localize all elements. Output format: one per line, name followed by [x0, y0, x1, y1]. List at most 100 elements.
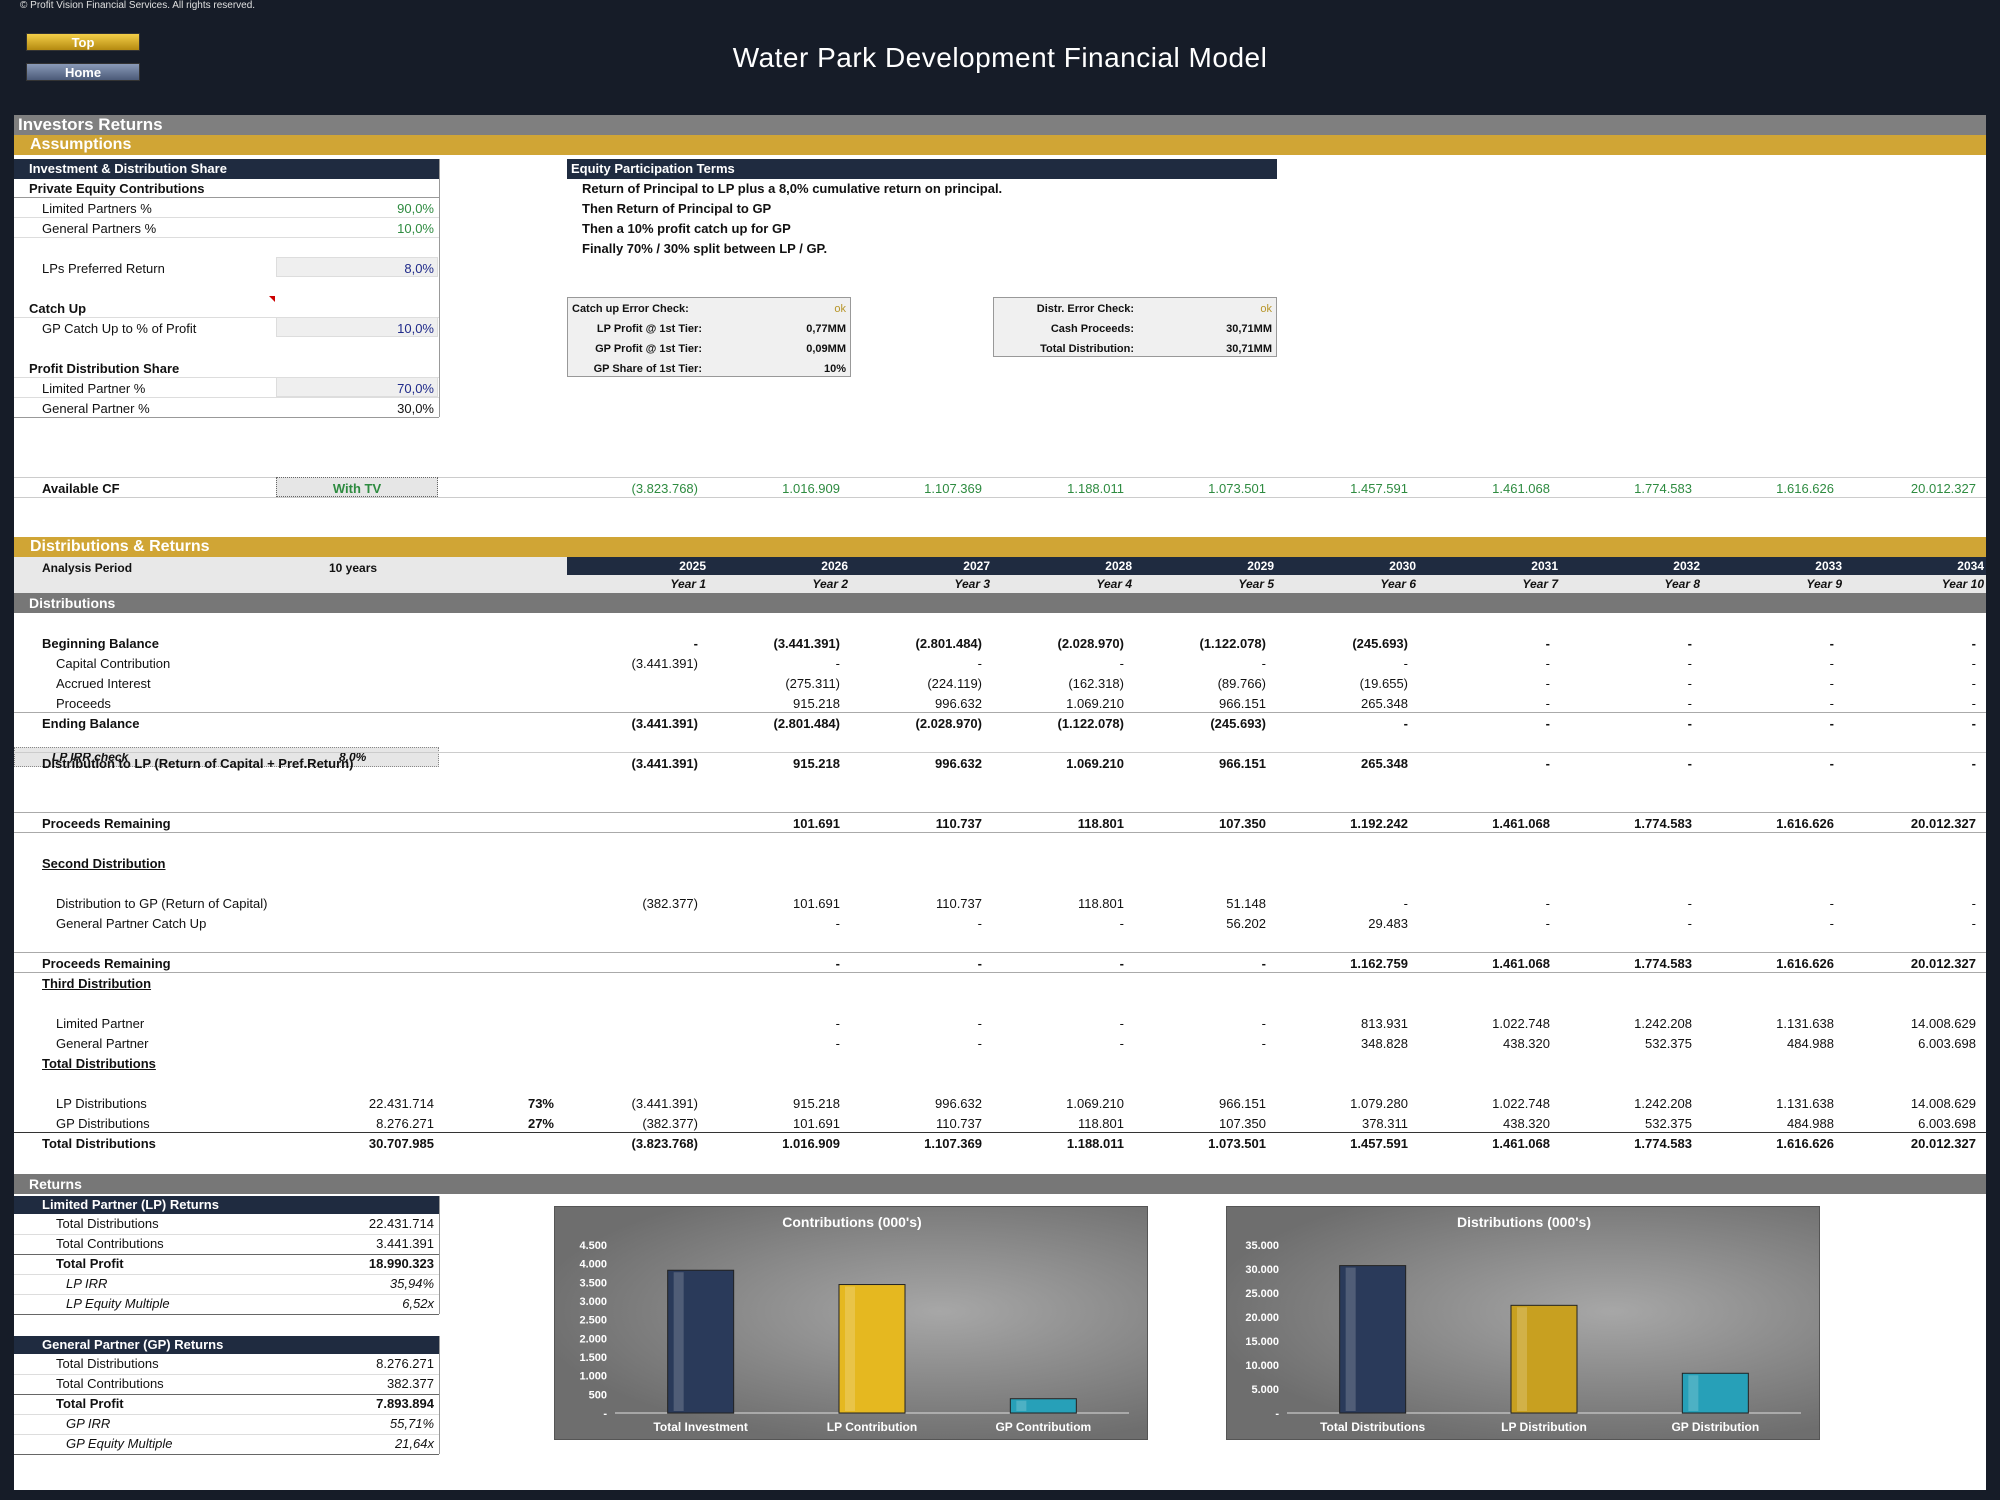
row-value: - [1545, 916, 1550, 931]
year-header: 2028 [1105, 559, 1132, 573]
year-header: 2027 [963, 559, 990, 573]
row-divider [14, 1414, 439, 1415]
third-distribution-heading: Third Distribution [42, 976, 152, 991]
analysis-period-value: 10 years [329, 561, 378, 575]
available-cf-label: Available CF [42, 481, 120, 496]
home-button[interactable]: Home [26, 63, 140, 81]
x-category-label: LP Distribution [1501, 1420, 1587, 1434]
row-value: 20.012.327 [1910, 1136, 1976, 1151]
row-label: General Partner [56, 1036, 149, 1051]
row-value: 118.801 [1077, 1116, 1124, 1131]
top-button[interactable]: Top [26, 33, 140, 51]
year-header: 2034 [1957, 559, 1984, 573]
tv-option-value: With TV [332, 481, 382, 496]
row-value: (275.311) [785, 676, 840, 691]
terms-line: Finally 70% / 30% split between LP / GP. [582, 241, 828, 256]
row-value: (2.028.970) [915, 716, 983, 731]
row-value: (245.693) [1352, 636, 1408, 651]
check-label: Total Distribution: [1040, 343, 1134, 355]
pref-return-input[interactable] [276, 257, 438, 277]
years-header [567, 557, 1986, 575]
row-value: (2.801.484) [773, 716, 841, 731]
available-cf-value: 1.774.583 [1634, 481, 1692, 496]
row-value: - [1545, 756, 1550, 771]
row-value: (3.823.768) [631, 1136, 699, 1151]
row-value: 1.162.759 [1350, 956, 1408, 971]
equity-terms-header: Equity Participation Terms [567, 159, 1277, 179]
row-label: Proceeds Remaining [42, 816, 171, 831]
bar [1681, 1372, 1749, 1414]
row-divider [14, 1234, 439, 1235]
year-header: 2029 [1247, 559, 1274, 573]
check-value: 0,09MM [806, 343, 846, 355]
y-tick-label: 30.000 [1245, 1264, 1279, 1276]
row-label: Total Distributions [42, 1136, 156, 1151]
page-title: Water Park Development Financial Model [732, 42, 1268, 73]
section-title: Investors Returns [14, 115, 1986, 135]
row-value: - [693, 636, 698, 651]
y-tick-label: 4.000 [579, 1259, 607, 1271]
bar-highlight [1016, 1400, 1027, 1411]
lp-percent-value: 90,0% [397, 201, 434, 216]
year-label: Year 3 [954, 577, 990, 591]
row-value: 1.131.638 [1776, 1096, 1834, 1111]
comment-indicator-icon [269, 296, 275, 302]
row-value: 1.457.591 [1350, 1136, 1408, 1151]
tv-option-dropdown[interactable] [276, 477, 438, 497]
row-value: 1.461.068 [1492, 816, 1550, 831]
row-value: 14.008.629 [1910, 1096, 1976, 1111]
check-value: 10% [823, 363, 846, 375]
row-value: - [1261, 1016, 1266, 1031]
bar-highlight [1517, 1307, 1527, 1411]
gp-returns-label: GP Equity Multiple [66, 1436, 173, 1451]
gp-catchup-input[interactable] [276, 317, 438, 337]
lp-share-value: 70,0% [397, 381, 434, 396]
row-value: - [1829, 656, 1834, 671]
available-cf-value: (3.823.768) [631, 481, 699, 496]
check-label: LP Profit @ 1st Tier: [596, 323, 702, 335]
row-value: - [977, 916, 982, 931]
gp-share-value: 30,0% [397, 401, 434, 416]
row-value: 484.988 [1787, 1036, 1834, 1051]
row-value: 1.069.210 [1066, 756, 1124, 771]
row-value: 1.022.748 [1492, 1096, 1550, 1111]
row-label: GP Distributions [56, 1116, 150, 1131]
year-label: Year 2 [812, 577, 848, 591]
year-label: Year 4 [1096, 577, 1132, 591]
row-value: 1.079.280 [1350, 1096, 1408, 1111]
row-divider [14, 972, 1986, 973]
y-tick-label: 2.000 [579, 1333, 607, 1345]
lp-returns-header: Limited Partner (LP) Returns [14, 1196, 439, 1214]
row-value: - [1687, 716, 1692, 731]
row-value: 996.632 [935, 1096, 982, 1111]
row-value: - [835, 916, 840, 931]
row-value: (19.655) [1359, 676, 1408, 691]
row-value: (3.441.391) [773, 636, 841, 651]
row-value: - [1971, 636, 1976, 651]
available-cf-value: 1.107.369 [924, 481, 982, 496]
analysis-period-label: Analysis Period [42, 561, 133, 575]
bar-highlight [1345, 1267, 1356, 1411]
row-value: 1.616.626 [1776, 816, 1834, 831]
row-label: Capital Contribution [56, 656, 171, 671]
y-tick-label: - [1275, 1408, 1279, 1420]
distributions-band: Distributions [14, 593, 1986, 613]
row-value: (3.441.391) [631, 756, 699, 771]
row-value: 265.348 [1361, 696, 1408, 711]
row-value: 6.003.698 [1918, 1116, 1976, 1131]
y-tick-label: 20.000 [1245, 1312, 1279, 1324]
lp-share-input[interactable] [276, 377, 438, 397]
row-value: 1.242.208 [1634, 1096, 1692, 1111]
spreadsheet: Investors Returns Assumptions Investment… [14, 115, 1986, 1490]
y-tick-label: 15.000 [1245, 1336, 1279, 1348]
lp-returns-label: Total Distributions [56, 1216, 159, 1231]
row-divider [14, 752, 1986, 753]
row-divider [14, 812, 1986, 813]
y-tick-label: 1.000 [579, 1371, 607, 1383]
row-value: - [1829, 676, 1834, 691]
row-value: - [1119, 1016, 1124, 1031]
row-value: - [1971, 716, 1976, 731]
terms-line: Then a 10% profit catch up for GP [582, 221, 791, 236]
distributions-returns-band: Distributions & Returns [14, 537, 1986, 557]
assumptions-band: Assumptions [14, 135, 1986, 155]
